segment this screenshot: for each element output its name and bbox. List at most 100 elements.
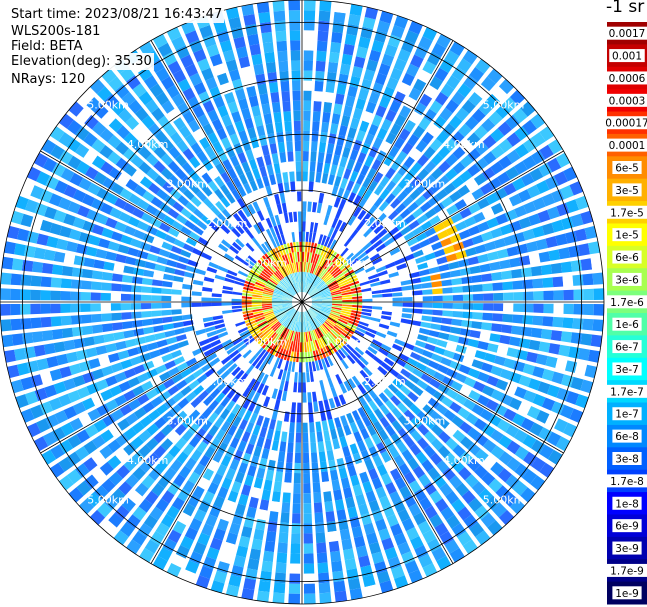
gate — [319, 269, 328, 279]
gate — [327, 61, 339, 74]
gate — [101, 282, 112, 291]
gate — [73, 255, 86, 266]
gate — [234, 340, 245, 349]
gate — [279, 441, 287, 453]
gate — [111, 322, 123, 331]
gate — [307, 242, 311, 253]
start-time-label: Start time: 2023/08/21 16:43:47 — [9, 6, 225, 23]
gate — [175, 437, 187, 450]
gate — [548, 343, 561, 355]
gate — [317, 223, 323, 234]
gate — [289, 422, 295, 433]
gate — [272, 297, 283, 300]
gate — [548, 249, 561, 261]
gate — [520, 172, 535, 187]
gate — [348, 320, 359, 327]
gate — [183, 188, 195, 201]
gate — [459, 385, 472, 397]
spoke — [301, 150, 564, 303]
gate — [219, 40, 233, 53]
gate — [78, 232, 91, 244]
gate — [377, 270, 388, 277]
gate — [184, 133, 197, 147]
gate — [196, 373, 208, 384]
gate — [327, 237, 334, 248]
gate — [80, 292, 91, 301]
gate — [216, 30, 230, 43]
gate — [316, 161, 324, 173]
gate — [235, 224, 245, 235]
gate — [49, 368, 63, 382]
gate — [259, 21, 272, 34]
gate — [337, 232, 346, 243]
gate — [54, 410, 68, 424]
gate — [199, 565, 213, 579]
gate — [325, 409, 333, 420]
gate — [371, 159, 382, 171]
gate — [245, 170, 255, 183]
gate — [140, 303, 152, 310]
gate — [252, 424, 261, 436]
ray — [311, 166, 577, 298]
gate — [350, 283, 361, 289]
gate — [522, 363, 535, 376]
gate — [215, 200, 226, 212]
gate — [83, 457, 98, 472]
gate — [397, 541, 411, 556]
gate — [247, 389, 256, 401]
gate — [150, 396, 163, 408]
gate — [1, 256, 14, 270]
gate — [133, 267, 145, 276]
gate — [328, 540, 340, 553]
gate — [175, 379, 188, 390]
gate — [314, 265, 320, 275]
gate — [262, 306, 273, 311]
ray — [311, 225, 597, 300]
gate — [304, 272, 307, 283]
gate — [315, 532, 326, 544]
gate — [358, 321, 369, 327]
gate — [274, 471, 283, 483]
gate — [247, 192, 257, 203]
gate — [302, 201, 307, 212]
gate — [284, 254, 290, 265]
gate — [367, 346, 378, 355]
gate — [306, 211, 311, 222]
gate — [70, 303, 81, 313]
gate — [213, 95, 225, 109]
gate — [231, 26, 244, 39]
gate — [511, 325, 523, 336]
gate — [350, 117, 360, 130]
gate — [351, 526, 363, 538]
gate — [21, 259, 34, 272]
gate — [306, 283, 311, 293]
gate — [132, 83, 147, 98]
gate — [311, 141, 318, 152]
gate — [203, 321, 215, 328]
gate — [181, 416, 194, 429]
gate — [393, 454, 405, 467]
gate — [150, 376, 162, 387]
gate — [319, 325, 328, 335]
gate — [67, 155, 82, 170]
gate — [225, 400, 236, 412]
gate — [290, 285, 297, 294]
gate — [443, 349, 455, 359]
gate — [356, 270, 367, 277]
gate — [86, 492, 102, 507]
gate — [439, 482, 453, 497]
gate — [355, 98, 366, 111]
gate — [332, 21, 345, 34]
gate — [443, 409, 456, 422]
gate — [202, 281, 214, 288]
gate — [188, 422, 200, 435]
gate — [225, 446, 236, 458]
gate — [573, 303, 584, 315]
gate — [321, 304, 332, 307]
gate — [491, 271, 503, 281]
gate — [248, 272, 259, 279]
gate — [188, 169, 200, 182]
gate — [434, 522, 449, 537]
gate — [283, 243, 289, 254]
gate — [318, 359, 324, 370]
